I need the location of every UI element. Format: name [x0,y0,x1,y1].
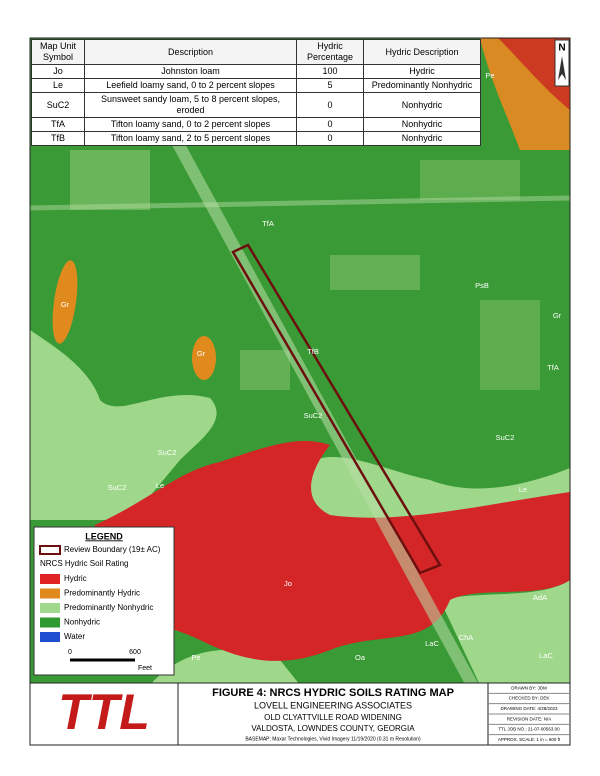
legend-swatch [40,632,60,642]
legend-label: Predominantly Nonhydric [64,603,153,612]
table-cell: Leefield loamy sand, 0 to 2 percent slop… [84,78,297,93]
table-cell: TfB [31,131,85,146]
map-label: Pe [191,653,200,662]
map-label: LaC [539,651,553,660]
map-labels: Pe TfA PsB Gr Gr Gr TfB TfA SuC2 SuC2 Su… [61,71,562,662]
legend-title: LEGEND [85,531,123,541]
header-row: Map Unit Symbol Description Hydric Percent… [31,39,481,65]
legend-boundary: Review Boundary (19± AC) [64,545,161,554]
table-cell: Predominantly Nonhydric [363,78,481,93]
map-label: Oa [355,653,366,662]
table-cell: Nonhydric [363,92,481,118]
map-label: Pe [485,71,494,80]
title-block: TTL FIGURE 4: NRCS HYDRIC SOILS RATING M… [29,682,571,746]
legend-swatch [40,588,60,599]
map-label: Le [519,485,527,494]
boundary-swatch [39,545,61,555]
map-label: TfB [307,347,319,356]
map-label: SuC2 [158,448,177,457]
info-text: DRAWING DATE: 4/28/2023 [500,706,558,711]
legend-swatch [40,574,60,584]
north-label: N [558,43,565,54]
table-cell: Tifton loamy sand, 2 to 5 percent slopes [84,131,297,146]
figure-title: FIGURE 4: NRCS HYDRIC SOILS RATING MAP [212,687,454,699]
legend-rating-title: NRCS Hydric Soil Rating [40,559,128,568]
info-text: TTL JOB NO.: 21-07-00563.00 [498,727,560,732]
map-label: AdA [533,593,547,602]
map-label: ChA [459,633,474,642]
north-arrow [558,56,566,80]
table-cell: 0 [296,92,364,118]
table-row: Jo Johnston loam 100 Hydric [31,64,481,79]
legend-label: Hydric [64,574,87,583]
header-cell: Map Unit Symbol [31,39,85,65]
legend-label: Predominantly Hydric [64,589,140,598]
soil-table: Map Unit Symbol Description Hydric Percent… [31,39,481,146]
legend-label: Water [64,632,85,641]
legend-swatch [40,603,60,613]
map-label: SuC2 [304,411,323,420]
map-label: SuC2 [496,433,515,442]
project: OLD CLYATTVILLE ROAD WIDENING [264,713,402,722]
map-label: SuC2 [108,483,127,492]
table-cell: Jo [31,64,85,79]
table-cell: 0 [296,131,364,146]
map-label: Gr [61,300,70,309]
table-cell: Hydric [363,64,481,79]
logo: TTL [58,684,150,740]
info-text: CHECKED BY: DEK [509,696,550,701]
legend: LEGEND Review Boundary (19± AC) NRCS Hyd… [33,526,175,676]
table-row: SuC2 Sunsweet sandy loam, 5 to 8 percent … [31,92,481,118]
info-block: DRAWN BY: JDM CHECKED BY: DEK DRAWING DATE… [488,685,570,742]
table-cell: Le [31,78,85,93]
table-cell: Tifton loamy sand, 0 to 2 percent slopes [84,117,297,132]
scale-end: 600 [129,649,141,656]
table-cell: Johnston loam [84,64,297,79]
map-label: Le [156,481,164,490]
location: VALDOSTA, LOWNDES COUNTY, GEORGIA [251,724,415,733]
header-cell: Hydric Description [363,39,481,65]
map-label: TfA [262,219,274,228]
header-cell: Hydric Percentage [296,39,364,65]
table-cell: 5 [296,78,364,93]
info-text: DRAWN BY: JDM [511,685,547,690]
table-row: TfB Tifton loamy sand, 2 to 5 percent slo… [31,131,481,146]
scale-unit: Feet [138,665,152,672]
info-text: APPROX. SCALE: 1 in = 600 ft [498,737,561,742]
map-label: PsB [475,281,489,290]
table-row: TfA Tifton loamy sand, 0 to 2 percent slo… [31,117,481,132]
map-label: Gr [197,349,206,358]
table-cell: TfA [31,117,85,132]
map-label: LaC [425,639,439,648]
table-cell: 100 [296,64,364,79]
legend-swatch [40,617,60,628]
table-cell: Nonhydric [363,131,481,146]
header-cell: Description [84,39,297,65]
table-cell: Sunsweet sandy loam, 5 to 8 percent slop… [84,92,297,118]
map-label: Jo [284,579,292,588]
table-row: Le Leefield loamy sand, 0 to 2 percent sl… [31,78,481,93]
info-text: REVISION DATE: N/A [507,716,551,721]
table-cell: Nonhydric [363,117,481,132]
company: LOVELL ENGINEERING ASSOCIATES [254,700,412,710]
map-label: TfA [547,363,559,372]
basemap: BASEMAP: Maxar Technologies, Vivid Image… [245,736,421,742]
legend-label: Nonhydric [64,618,100,627]
table-cell: 0 [296,117,364,132]
map-label: Gr [553,311,562,320]
table-cell: SuC2 [31,92,85,118]
scale-start: 0 [68,649,72,656]
